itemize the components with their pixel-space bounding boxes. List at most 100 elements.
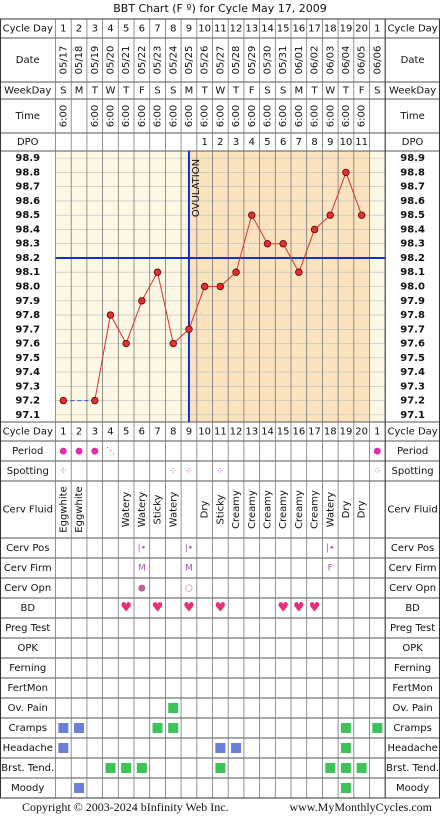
y-tick-label: 98.6 xyxy=(15,196,40,207)
cell-text: Eggwhite xyxy=(74,486,85,532)
cell-text: ● xyxy=(373,447,381,457)
cell-text: ● xyxy=(75,447,83,457)
cell-text: S xyxy=(280,86,286,97)
cell-text: 4 xyxy=(107,24,113,35)
cell-text: 6:00 xyxy=(310,105,321,127)
y-tick-label: 97.1 xyxy=(15,410,40,421)
row-label: Period xyxy=(12,446,43,457)
cell-text: Watery xyxy=(168,492,179,528)
cell-text: Creamy xyxy=(247,490,258,529)
row-label: Cerv Opn xyxy=(4,583,51,594)
row-label: Cerv Fluid xyxy=(387,505,437,516)
cell-text: F xyxy=(359,86,365,97)
row-label: Cerv Fluid xyxy=(3,505,53,516)
row-label: Headache xyxy=(387,743,437,754)
cell-text: 8 xyxy=(311,137,317,148)
cell-text: W xyxy=(106,86,116,97)
cell-text: T xyxy=(310,86,318,97)
cell-text: 6:00 xyxy=(168,105,179,127)
cell-text: 4 xyxy=(107,427,113,438)
y-tick-label: 98.8 xyxy=(15,167,40,178)
cell-text: 8 xyxy=(170,427,176,438)
y-tick-label: 98.0 xyxy=(15,282,40,293)
temperature-point xyxy=(153,268,162,276)
row-label: Cycle Day xyxy=(387,24,437,35)
symptom-mark xyxy=(340,783,351,793)
row-label: Spotting xyxy=(392,466,434,477)
cell-text: 05/27 xyxy=(215,46,226,75)
cell-text: 14 xyxy=(261,427,274,438)
cell-text: 17 xyxy=(308,24,321,35)
cell-text: Watery xyxy=(137,492,148,528)
cell-text: Creamy xyxy=(278,490,289,529)
cell-text: 13 xyxy=(245,427,258,438)
y-tick-label: 97.7 xyxy=(400,324,425,335)
cell-text: Dry xyxy=(357,501,368,519)
y-tick-label: 97.6 xyxy=(15,339,40,350)
cell-text: M xyxy=(185,564,193,574)
row-label: OPK xyxy=(18,643,39,654)
y-tick-label: 97.1 xyxy=(400,410,425,421)
row-label: Cerv Opn xyxy=(389,583,436,594)
cell-text: ○ xyxy=(185,584,193,594)
y-tick-label: 97.5 xyxy=(400,353,425,364)
row-label: Headache xyxy=(3,743,53,754)
y-tick-label: 98.7 xyxy=(15,182,40,193)
cell-text: M xyxy=(75,86,84,97)
cell-text: 1 xyxy=(374,24,380,35)
row-label: FertMon xyxy=(8,683,48,694)
cell-text: 12 xyxy=(230,24,243,35)
temperature-point xyxy=(342,168,350,177)
cell-text: Eggwhite xyxy=(58,486,69,532)
cell-text: 11 xyxy=(214,24,227,35)
row-label: Brst. Tend. xyxy=(386,763,439,774)
symptom-mark xyxy=(105,763,116,773)
cell-text: Creamy xyxy=(231,490,242,529)
cell-text: 06/05 xyxy=(357,46,368,75)
cell-text: 10 xyxy=(198,24,211,35)
cell-text: |• xyxy=(138,544,146,554)
row-label: DPO xyxy=(402,137,424,148)
cell-text: 05/22 xyxy=(137,46,148,75)
y-tick-label: 97.6 xyxy=(400,339,425,350)
y-tick-label: 97.3 xyxy=(15,381,40,392)
cell-text: 20 xyxy=(355,427,368,438)
cell-text: 05/28 xyxy=(231,46,242,75)
cell-text: 2 xyxy=(76,24,82,35)
row-label: OPK xyxy=(402,643,423,654)
temperature-point xyxy=(200,282,209,291)
cell-text: Creamy xyxy=(262,490,273,529)
cell-text: 7 xyxy=(154,427,160,438)
row-label: Cramps xyxy=(393,723,432,734)
cell-text: 9 xyxy=(327,137,333,148)
cell-text: S xyxy=(170,86,176,97)
cell-text: 15 xyxy=(277,24,290,35)
y-tick-label: 97.4 xyxy=(15,367,40,378)
cell-text: 16 xyxy=(292,24,305,35)
row-label: Cerv Firm xyxy=(4,563,52,574)
cell-text: F xyxy=(139,86,145,97)
y-tick-label: 98.3 xyxy=(15,239,40,250)
y-tick-label: 97.8 xyxy=(400,310,425,321)
cell-text: 6 xyxy=(139,427,145,438)
cell-text: 05/21 xyxy=(121,46,132,75)
cell-text: 6:00 xyxy=(184,105,195,127)
symptom-mark xyxy=(215,763,226,773)
cell-text: 06/03 xyxy=(325,46,336,75)
temperature-point xyxy=(138,297,146,305)
ovulation-label: OVULATION xyxy=(191,159,202,217)
cell-text: |• xyxy=(326,544,334,554)
cell-text: T xyxy=(342,86,350,97)
symptom-mark xyxy=(74,783,85,793)
cell-text: 6:00 xyxy=(278,105,289,127)
y-tick-label: 97.5 xyxy=(15,353,40,364)
cell-text: 6:00 xyxy=(121,105,132,127)
row-label: Time xyxy=(399,111,424,122)
site-url: www.MyMonthlyCycles.com xyxy=(289,800,432,814)
cell-text: 13 xyxy=(245,24,258,35)
cell-text: ♥ xyxy=(277,601,289,616)
cell-text: 6:00 xyxy=(294,105,305,127)
row-label: BD xyxy=(20,603,35,614)
cell-text: 10 xyxy=(340,137,353,148)
